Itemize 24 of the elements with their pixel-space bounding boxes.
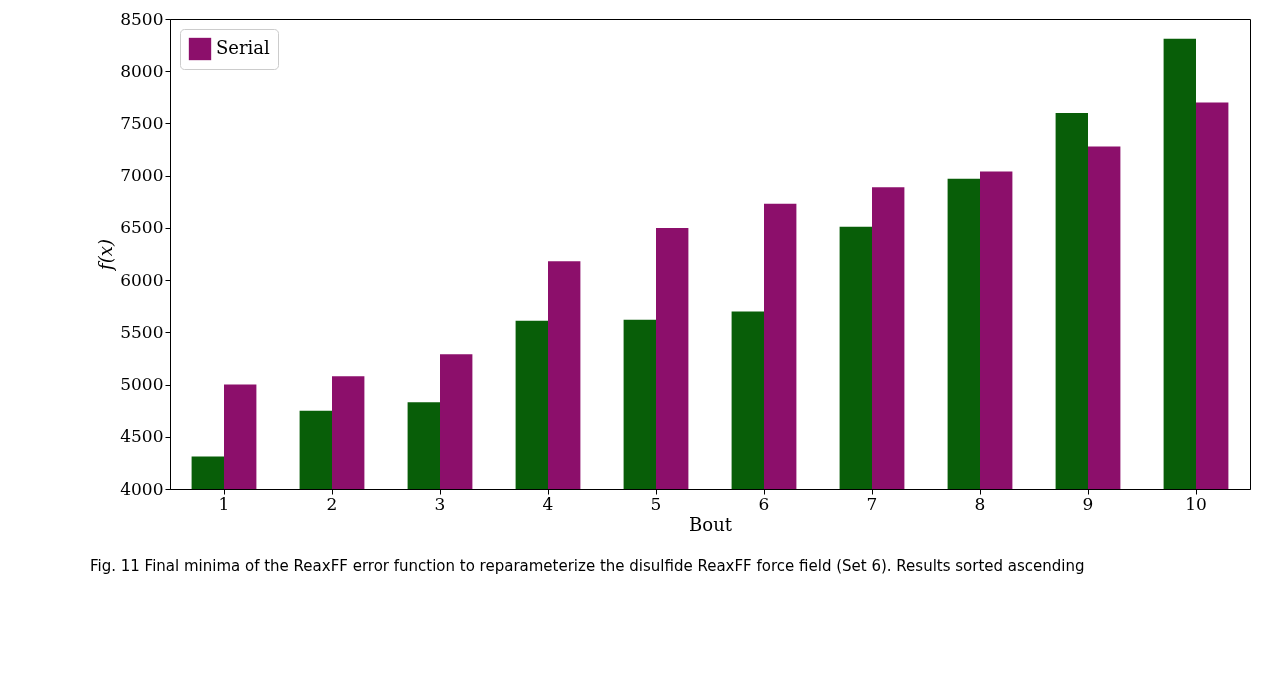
y-tick-label: 5500: [120, 321, 164, 342]
y-tick-label: 6000: [120, 269, 164, 290]
y-tick-label: 7500: [120, 112, 164, 133]
caption: Fig. 11 Final minima of the ReaxFF error function to reparameterize the disulfide ReaxFF force field (Set 6). Results sorted ascending: [90, 557, 1085, 575]
y-axis-title: f(x): [95, 239, 117, 272]
y-tick-label: 7000: [120, 165, 164, 186]
x-tick-label: 7: [866, 493, 878, 514]
y-tick-label: 6500: [120, 217, 164, 238]
y-tick-label: 5000: [120, 374, 164, 395]
x-tick-label: 3: [434, 493, 446, 514]
x-tick-label: 4: [542, 493, 554, 514]
x-tick-label: 6: [758, 493, 770, 514]
x-tick-label: 5: [650, 493, 662, 514]
y-tick-label: 8000: [120, 60, 164, 81]
x-tick-label: 10: [1185, 493, 1207, 514]
x-tick-label: 2: [326, 493, 338, 514]
y-tick-label: 4500: [120, 426, 164, 447]
x-tick-label: 1: [218, 493, 230, 514]
x-tick-label: 8: [974, 493, 986, 514]
y-tick-label: 8500: [120, 8, 164, 29]
x-axis-title: Bout: [689, 513, 733, 535]
legend-label: Serial: [216, 37, 271, 58]
y-tick-label: 4000: [120, 478, 164, 499]
x-tick-label: 9: [1082, 493, 1094, 514]
